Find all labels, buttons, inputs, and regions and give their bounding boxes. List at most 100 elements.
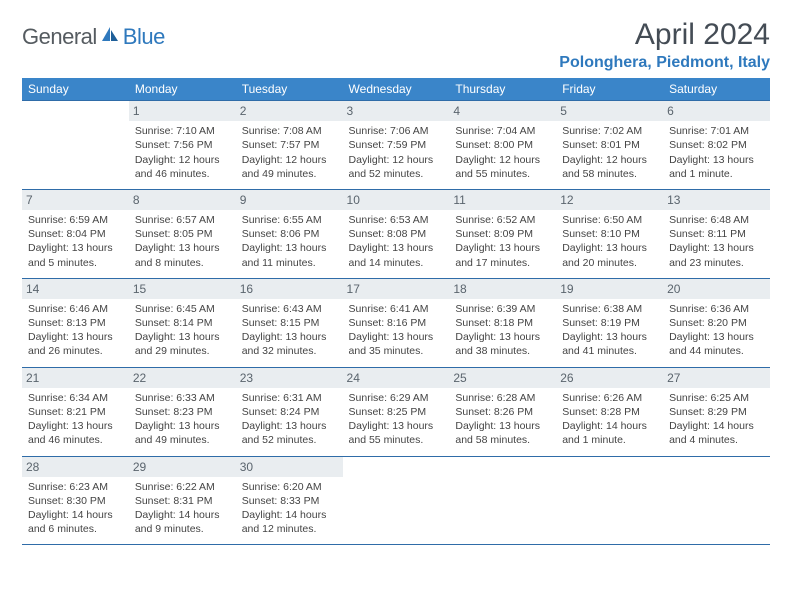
calendar-cell: 16Sunrise: 6:43 AMSunset: 8:15 PMDayligh… <box>236 278 343 367</box>
sunrise-text: Sunrise: 6:25 AM <box>669 391 764 405</box>
logo-text-general: General <box>22 24 97 50</box>
calendar-cell: 21Sunrise: 6:34 AMSunset: 8:21 PMDayligh… <box>22 367 129 456</box>
daylight-text: Daylight: 13 hours and 23 minutes. <box>669 241 764 269</box>
sunset-text: Sunset: 8:16 PM <box>349 316 444 330</box>
day-number: 3 <box>343 101 450 121</box>
calendar-cell: 28 Sunrise: 6:23 AMSunset: 8:30 PMDayligh… <box>22 456 129 545</box>
day-number: 16 <box>236 279 343 299</box>
day-number: 7 <box>22 190 129 210</box>
sunrise-text: Sunrise: 6:23 AM <box>28 480 123 494</box>
sunrise-text: Sunrise: 7:01 AM <box>669 124 764 138</box>
daylight-text: Daylight: 13 hours and 41 minutes. <box>562 330 657 358</box>
logo-text-blue: Blue <box>123 24 165 50</box>
calendar-table: SundayMondayTuesdayWednesdayThursdayFrid… <box>22 78 770 545</box>
sail-icon <box>100 25 120 50</box>
daylight-text: Daylight: 13 hours and 52 minutes. <box>242 419 337 447</box>
sunset-text: Sunset: 8:18 PM <box>455 316 550 330</box>
sunset-text: Sunset: 8:01 PM <box>562 138 657 152</box>
calendar-cell: 24Sunrise: 6:29 AMSunset: 8:25 PMDayligh… <box>343 367 450 456</box>
calendar-cell: 4Sunrise: 7:04 AMSunset: 8:00 PMDaylight… <box>449 101 556 190</box>
day-number: 10 <box>343 190 450 210</box>
sunrise-text: Sunrise: 6:26 AM <box>562 391 657 405</box>
sunset-text: Sunset: 8:06 PM <box>242 227 337 241</box>
calendar-cell: 3Sunrise: 7:06 AMSunset: 7:59 PMDaylight… <box>343 101 450 190</box>
day-number: 14 <box>22 279 129 299</box>
calendar-cell: 27Sunrise: 6:25 AMSunset: 8:29 PMDayligh… <box>663 367 770 456</box>
sunrise-text: Sunrise: 6:48 AM <box>669 213 764 227</box>
sunset-text: Sunset: 8:11 PM <box>669 227 764 241</box>
calendar-cell: 25Sunrise: 6:28 AMSunset: 8:26 PMDayligh… <box>449 367 556 456</box>
day-number: 19 <box>556 279 663 299</box>
sunrise-text: Sunrise: 6:45 AM <box>135 302 230 316</box>
daylight-text: Daylight: 12 hours and 46 minutes. <box>135 153 230 181</box>
sunrise-text: Sunrise: 6:20 AM <box>242 480 337 494</box>
weekday-header: Wednesday <box>343 78 450 101</box>
daylight-text: Daylight: 14 hours and 12 minutes. <box>242 508 337 536</box>
calendar-row: 14Sunrise: 6:46 AMSunset: 8:13 PMDayligh… <box>22 278 770 367</box>
calendar-cell-empty <box>22 101 129 190</box>
weekday-header-row: SundayMondayTuesdayWednesdayThursdayFrid… <box>22 78 770 101</box>
logo: General Blue <box>22 24 165 50</box>
daylight-text: Daylight: 14 hours and 4 minutes. <box>669 419 764 447</box>
weekday-header: Thursday <box>449 78 556 101</box>
calendar-row: 7Sunrise: 6:59 AMSunset: 8:04 PMDaylight… <box>22 189 770 278</box>
sunset-text: Sunset: 8:23 PM <box>135 405 230 419</box>
day-number: 20 <box>663 279 770 299</box>
daylight-text: Daylight: 12 hours and 58 minutes. <box>562 153 657 181</box>
day-number: 29 <box>129 457 236 477</box>
daylight-text: Daylight: 13 hours and 5 minutes. <box>28 241 123 269</box>
daylight-text: Daylight: 14 hours and 9 minutes. <box>135 508 230 536</box>
sunset-text: Sunset: 8:04 PM <box>28 227 123 241</box>
location: Polonghera, Piedmont, Italy <box>559 54 770 72</box>
calendar-cell: 2Sunrise: 7:08 AMSunset: 7:57 PMDaylight… <box>236 101 343 190</box>
sunset-text: Sunset: 8:28 PM <box>562 405 657 419</box>
day-number: 11 <box>449 190 556 210</box>
weekday-header: Monday <box>129 78 236 101</box>
daylight-text: Daylight: 14 hours and 1 minute. <box>562 419 657 447</box>
sunset-text: Sunset: 8:19 PM <box>562 316 657 330</box>
sunset-text: Sunset: 8:09 PM <box>455 227 550 241</box>
sunrise-text: Sunrise: 6:34 AM <box>28 391 123 405</box>
sunset-text: Sunset: 8:33 PM <box>242 494 337 508</box>
sunrise-text: Sunrise: 6:33 AM <box>135 391 230 405</box>
daylight-text: Daylight: 14 hours and 6 minutes. <box>28 508 123 536</box>
day-number: 2 <box>236 101 343 121</box>
calendar-cell-empty <box>663 456 770 545</box>
calendar-cell: 22Sunrise: 6:33 AMSunset: 8:23 PMDayligh… <box>129 367 236 456</box>
day-number: 21 <box>22 368 129 388</box>
sunset-text: Sunset: 8:31 PM <box>135 494 230 508</box>
calendar-cell: 8Sunrise: 6:57 AMSunset: 8:05 PMDaylight… <box>129 189 236 278</box>
sunrise-text: Sunrise: 6:31 AM <box>242 391 337 405</box>
day-number: 28 <box>22 457 129 477</box>
sunset-text: Sunset: 7:56 PM <box>135 138 230 152</box>
sunrise-text: Sunrise: 6:29 AM <box>349 391 444 405</box>
daylight-text: Daylight: 12 hours and 55 minutes. <box>455 153 550 181</box>
calendar-cell: 9Sunrise: 6:55 AMSunset: 8:06 PMDaylight… <box>236 189 343 278</box>
day-number: 15 <box>129 279 236 299</box>
sunrise-text: Sunrise: 6:53 AM <box>349 213 444 227</box>
sunset-text: Sunset: 8:29 PM <box>669 405 764 419</box>
day-number: 6 <box>663 101 770 121</box>
sunset-text: Sunset: 8:25 PM <box>349 405 444 419</box>
sunrise-text: Sunrise: 7:08 AM <box>242 124 337 138</box>
sunrise-text: Sunrise: 6:36 AM <box>669 302 764 316</box>
calendar-cell: 7Sunrise: 6:59 AMSunset: 8:04 PMDaylight… <box>22 189 129 278</box>
day-number: 8 <box>129 190 236 210</box>
daylight-text: Daylight: 12 hours and 52 minutes. <box>349 153 444 181</box>
calendar-cell-empty <box>343 456 450 545</box>
day-number: 25 <box>449 368 556 388</box>
sunset-text: Sunset: 8:13 PM <box>28 316 123 330</box>
daylight-text: Daylight: 13 hours and 44 minutes. <box>669 330 764 358</box>
daylight-text: Daylight: 13 hours and 8 minutes. <box>135 241 230 269</box>
calendar-cell: 13Sunrise: 6:48 AMSunset: 8:11 PMDayligh… <box>663 189 770 278</box>
daylight-text: Daylight: 13 hours and 1 minute. <box>669 153 764 181</box>
calendar-body: 1Sunrise: 7:10 AMSunset: 7:56 PMDaylight… <box>22 101 770 545</box>
sunset-text: Sunset: 8:15 PM <box>242 316 337 330</box>
day-number: 30 <box>236 457 343 477</box>
sunset-text: Sunset: 8:30 PM <box>28 494 123 508</box>
calendar-cell: 14Sunrise: 6:46 AMSunset: 8:13 PMDayligh… <box>22 278 129 367</box>
daylight-text: Daylight: 13 hours and 58 minutes. <box>455 419 550 447</box>
sunrise-text: Sunrise: 7:06 AM <box>349 124 444 138</box>
calendar-cell: 18Sunrise: 6:39 AMSunset: 8:18 PMDayligh… <box>449 278 556 367</box>
daylight-text: Daylight: 13 hours and 49 minutes. <box>135 419 230 447</box>
